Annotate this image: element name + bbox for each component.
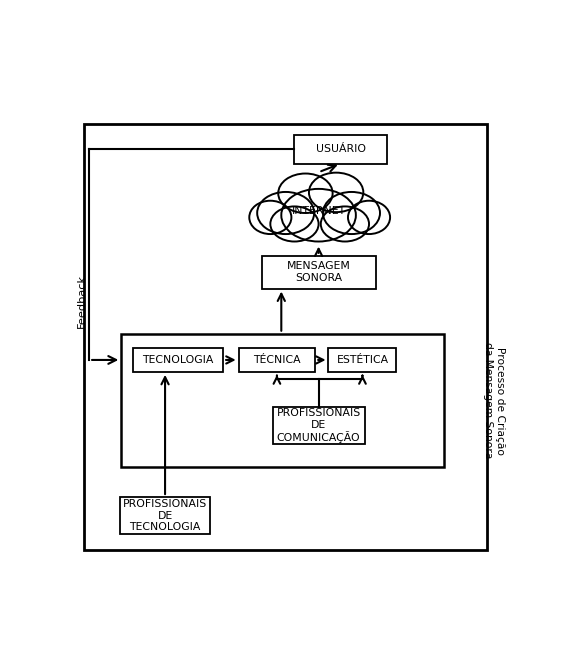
Bar: [273, 407, 365, 444]
Bar: [238, 348, 315, 372]
Bar: [328, 348, 396, 372]
Bar: [133, 348, 223, 372]
Text: TECNOLOGIA: TECNOLOGIA: [143, 355, 214, 365]
Text: TÉCNICA: TÉCNICA: [253, 355, 301, 365]
Text: Processo de Criação
da Mensagem Sonora: Processo de Criação da Mensagem Sonora: [483, 342, 505, 459]
Bar: [120, 497, 210, 534]
Bar: [294, 135, 387, 164]
Bar: [121, 334, 444, 467]
Text: PROFISSIONAIS
DE
TECNOLOGIA: PROFISSIONAIS DE TECNOLOGIA: [123, 499, 207, 532]
Text: MENSAGEM
SONORA: MENSAGEM SONORA: [286, 261, 350, 283]
Ellipse shape: [348, 201, 390, 234]
Ellipse shape: [271, 206, 319, 241]
Text: PROFISSIONAIS
DE
COMUNICAÇÃO: PROFISSIONAIS DE COMUNICAÇÃO: [276, 408, 361, 444]
Text: Feedback: Feedback: [77, 274, 87, 328]
Ellipse shape: [278, 174, 333, 213]
Ellipse shape: [249, 201, 291, 234]
Ellipse shape: [281, 189, 356, 241]
Text: USUÁRIO: USUÁRIO: [315, 144, 366, 154]
Ellipse shape: [309, 173, 363, 212]
Ellipse shape: [321, 206, 369, 241]
Text: ESTÉTICA: ESTÉTICA: [336, 355, 388, 365]
Bar: [261, 256, 376, 289]
Ellipse shape: [257, 192, 314, 234]
Ellipse shape: [323, 192, 380, 234]
Text: INTERNET: INTERNET: [291, 205, 346, 216]
